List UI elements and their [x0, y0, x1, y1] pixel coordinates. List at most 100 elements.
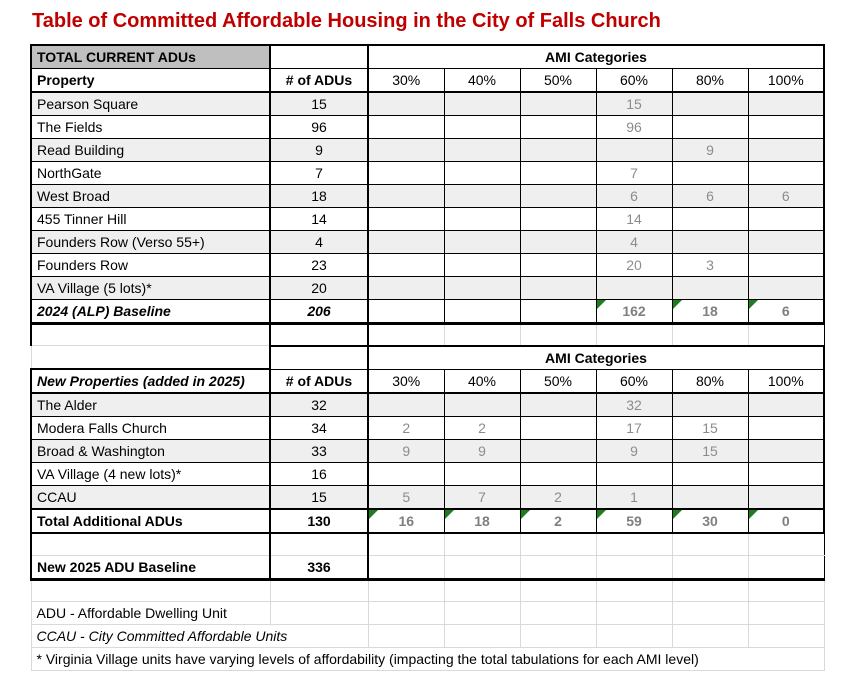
ami-value-cell: [671, 207, 749, 231]
adus-header-cell: # of ADUs: [269, 368, 369, 394]
ami-total-cell: 6: [747, 299, 826, 325]
ami-total-cell: [443, 299, 521, 325]
ami-value-cell: [519, 439, 597, 463]
blank-cell: [519, 578, 597, 602]
ami-value-cell: [519, 253, 597, 277]
table-row: CCAU 15 5 7 2 1: [30, 485, 826, 510]
table-row: Modera Falls Church 34 2 2 17 15: [30, 416, 826, 440]
baseline-label-cell: New 2025 ADU Baseline: [30, 554, 271, 581]
ami-value-cell: [367, 207, 445, 231]
ami-total-value: 59: [626, 513, 642, 529]
ami-total-cell: [367, 299, 445, 325]
adus-header-cell: # of ADUs: [269, 68, 369, 93]
gap-cell: [367, 532, 445, 556]
ami-40-header: 40%: [443, 368, 521, 394]
blank-cell: [747, 554, 825, 581]
adus-count-cell: 15: [269, 485, 369, 510]
ami-value-cell: 17: [595, 416, 673, 440]
flag-triangle-icon: [749, 300, 758, 309]
ami-value-cell: [443, 253, 521, 277]
table-row: VA Village (5 lots)* 20: [30, 276, 826, 300]
note-row: ADU - Affordable Dwelling Unit: [30, 600, 825, 625]
table1-total-row: 2024 (ALP) Baseline 206 162 18 6: [30, 299, 826, 325]
table1-header: TOTAL CURRENT ADUs AMI Categories Proper…: [30, 44, 826, 93]
ami-value-cell: [367, 184, 445, 208]
ami-value-cell: [747, 392, 826, 417]
ami-total-value: 30: [702, 513, 718, 529]
ami-60-header: 60%: [595, 68, 673, 93]
ami-value-cell: [747, 276, 826, 300]
ami-value-cell: [519, 184, 597, 208]
ami-value-cell: [519, 91, 597, 116]
table-row: The Fields 96 96: [30, 115, 826, 139]
ami-value-cell: [747, 462, 826, 486]
blank-cell: [367, 554, 445, 581]
ami-value-cell: [367, 138, 445, 162]
gap-cell: [443, 323, 521, 346]
ami-total-value: 18: [474, 513, 490, 529]
blank-cell: [443, 600, 521, 625]
adus-count-cell: 23: [269, 253, 369, 277]
note-row: CCAU - City Committed Affordable Units: [30, 623, 825, 648]
ami-value-cell: [443, 115, 521, 139]
adus-count-cell: 33: [269, 439, 369, 463]
gap-cell: [30, 323, 271, 346]
ami-value-cell: [443, 230, 521, 254]
ami-value-cell: [671, 115, 749, 139]
ami-value-cell: [443, 91, 521, 116]
ami-total-value: 6: [781, 303, 790, 319]
ami-value-cell: [595, 462, 673, 486]
blank-cell: [595, 554, 673, 581]
gap-cell: [367, 323, 445, 346]
adus-count-cell: 96: [269, 115, 369, 139]
ami-value-cell: 6: [671, 184, 749, 208]
section-label-cell: TOTAL CURRENT ADUs: [30, 44, 271, 69]
table-row: The Alder 32 32: [30, 392, 826, 417]
ami-total-value: 16: [398, 513, 415, 529]
ami-categories-header: AMI Categories: [367, 44, 826, 69]
ami-value-cell: [671, 392, 749, 417]
property-cell: The Fields: [30, 115, 271, 139]
ami-value-cell: 9: [671, 138, 749, 162]
ami-80-header: 80%: [671, 68, 749, 93]
ami-value-cell: [367, 392, 445, 417]
note-adu: ADU - Affordable Dwelling Unit: [30, 600, 271, 625]
adus-count-cell: 34: [269, 416, 369, 440]
ami-value-cell: [443, 276, 521, 300]
flag-triangle-icon: [445, 511, 454, 519]
ami-value-cell: [595, 138, 673, 162]
ami-value-cell: [367, 115, 445, 139]
blank-cell: [367, 600, 445, 625]
table-row: Pearson Square 15 15: [30, 91, 826, 116]
ami-value-cell: 2: [443, 416, 521, 440]
ami-total-cell: 2: [519, 508, 597, 534]
gap-cell: [30, 532, 271, 556]
table2-body: The Alder 32 32 Modera Falls Church 34 2 2 17 15…: [30, 392, 826, 510]
ami-value-cell: [443, 392, 521, 417]
ami-total-cell: 18: [671, 299, 749, 325]
housing-table: TOTAL CURRENT ADUs AMI Categories Proper…: [30, 44, 826, 671]
blank-cell: [367, 578, 445, 602]
ami-value-cell: [747, 416, 826, 440]
ami-total-cell: 59: [595, 508, 673, 534]
ami-value-cell: [671, 485, 749, 510]
ami-value-cell: 9: [443, 439, 521, 463]
ami-total-cell: 162: [595, 299, 673, 325]
ami-value-cell: [367, 253, 445, 277]
blank-cell: [519, 600, 597, 625]
blank-cell: [595, 623, 673, 648]
ami-value-cell: 15: [671, 416, 749, 440]
blank-cell: [443, 554, 521, 581]
ami-value-cell: 7: [443, 485, 521, 510]
blank-cell: [747, 600, 825, 625]
ami-value-cell: 15: [671, 439, 749, 463]
ami-value-cell: [595, 276, 673, 300]
ami-value-cell: [443, 161, 521, 185]
property-cell: Pearson Square: [30, 91, 271, 116]
ami-value-cell: [671, 276, 749, 300]
ami-value-cell: [519, 276, 597, 300]
ami-value-cell: 1: [595, 485, 673, 510]
ami-value-cell: 2: [367, 416, 445, 440]
ami-value-cell: [747, 439, 826, 463]
total-label-cell: 2024 (ALP) Baseline: [30, 299, 271, 325]
